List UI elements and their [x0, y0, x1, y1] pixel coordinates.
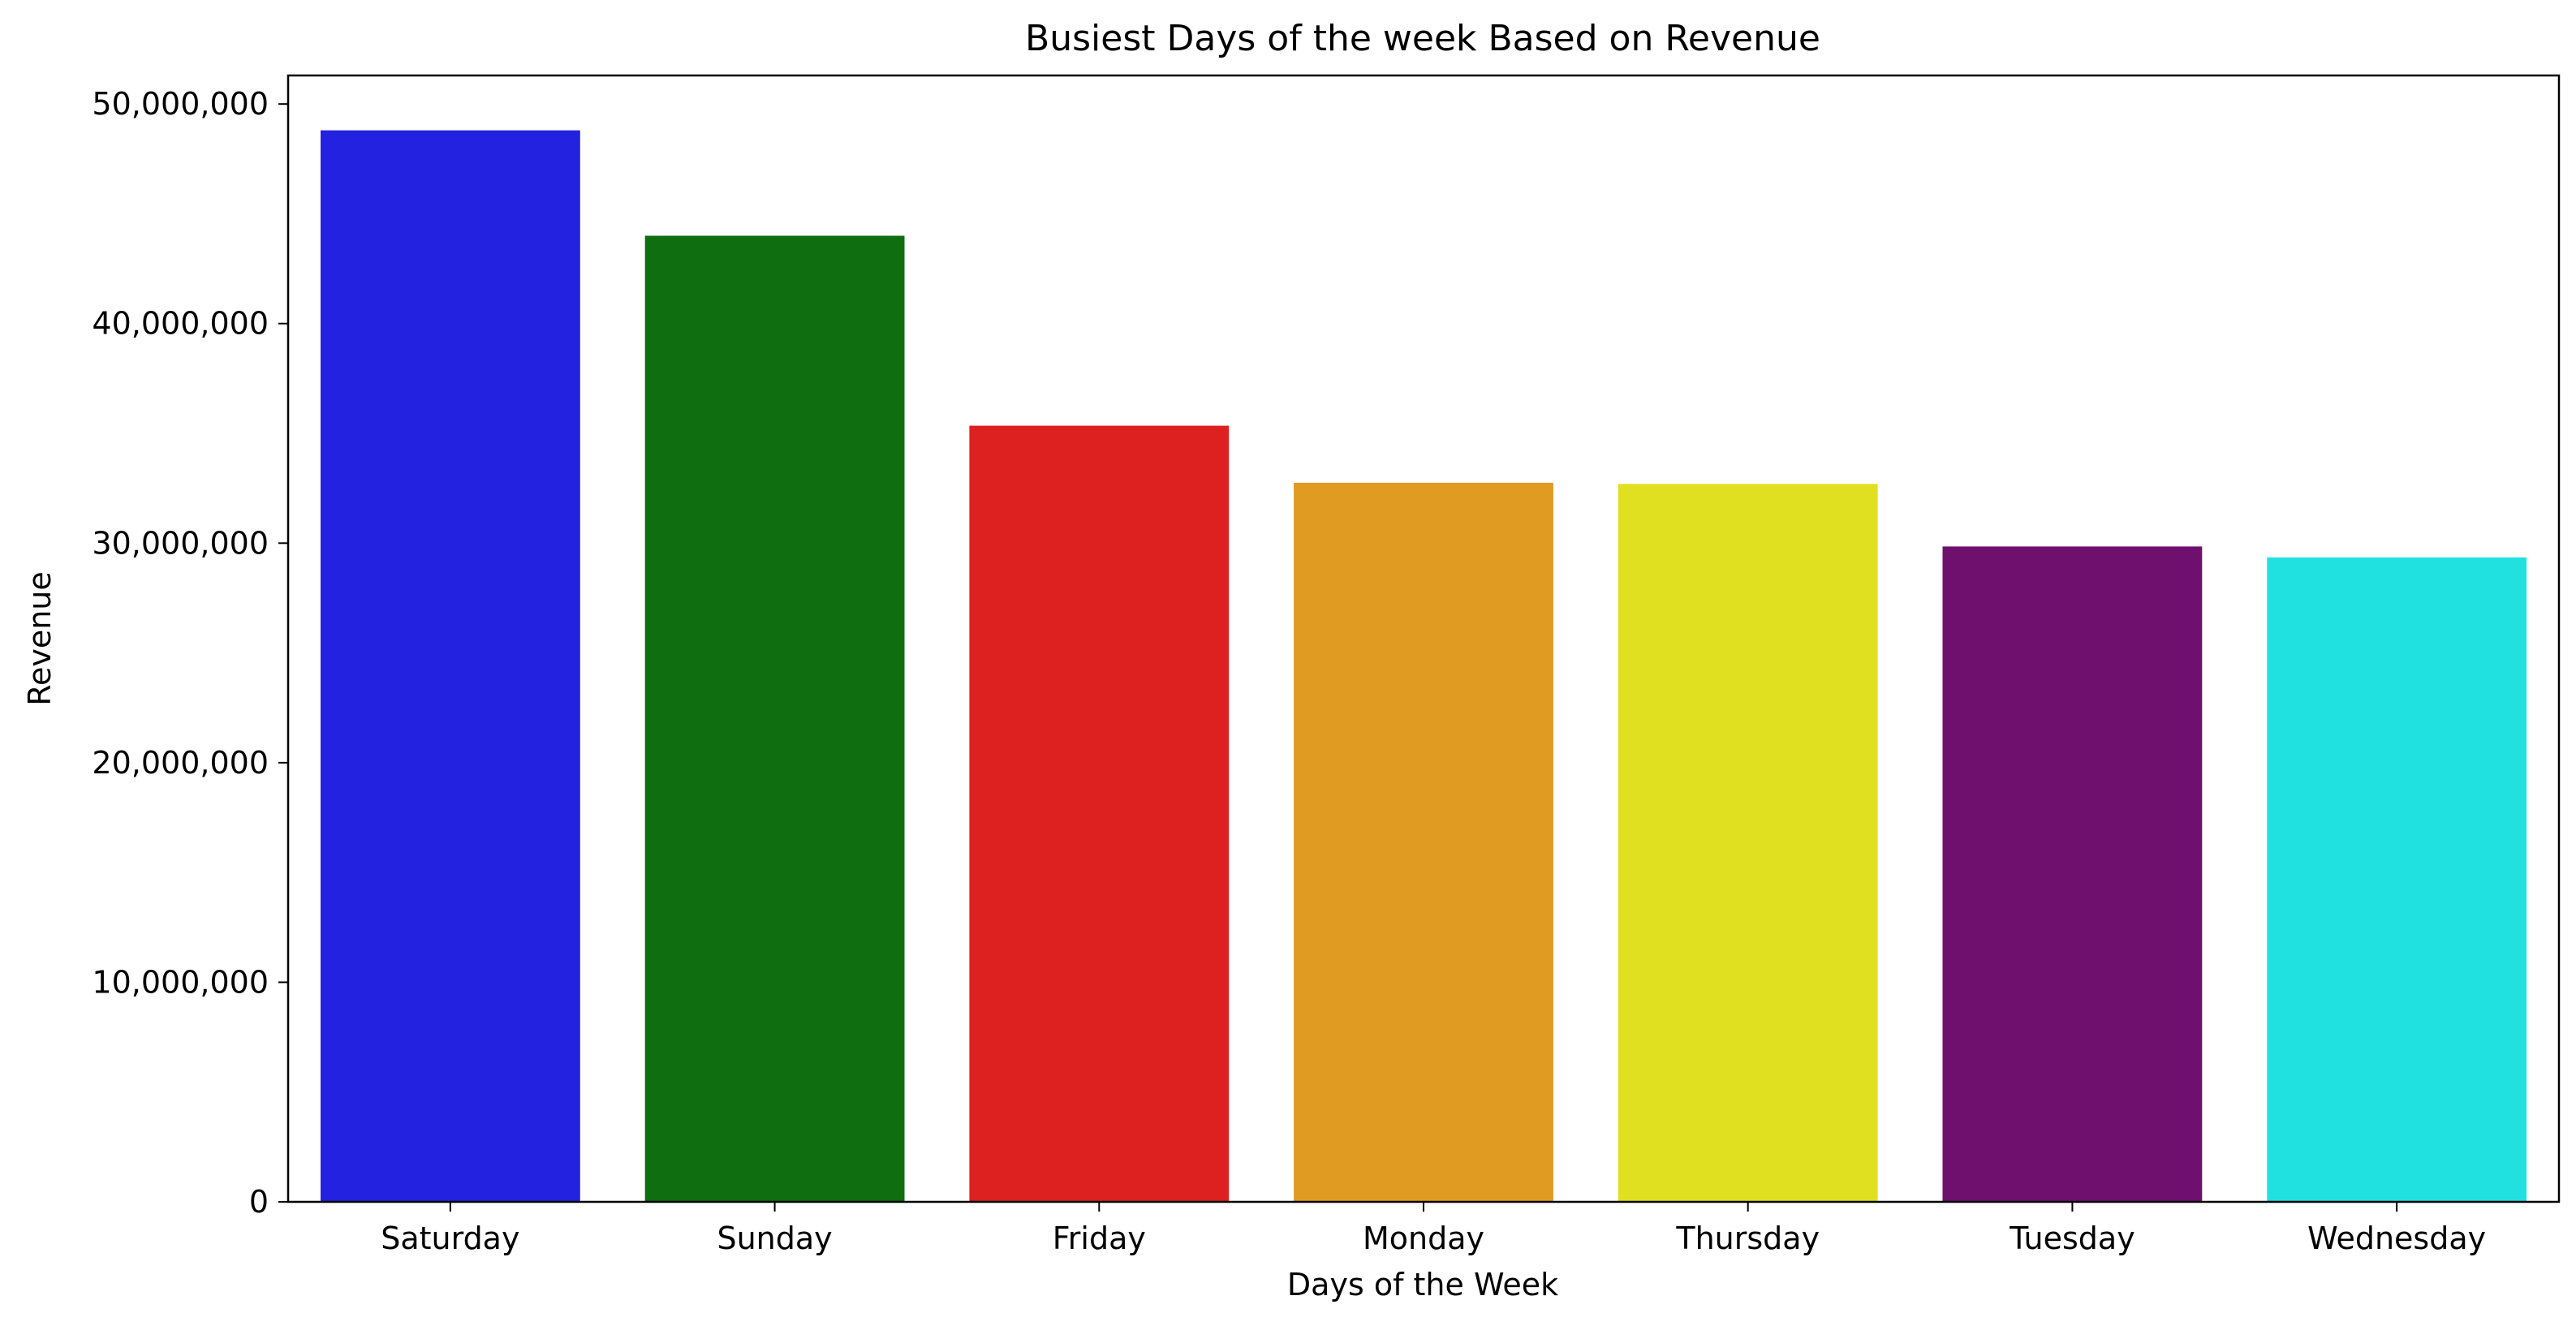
x-axis-label: Days of the Week: [1287, 1267, 1558, 1302]
y-tick-label: 30,000,000: [92, 525, 269, 561]
bar-friday: [969, 425, 1230, 1202]
y-tick-label: 40,000,000: [92, 306, 269, 342]
y-tick-label: 20,000,000: [92, 745, 269, 781]
bar-monday: [1294, 482, 1553, 1202]
y-tick-label: 0: [249, 1184, 269, 1220]
bar-thursday: [1618, 484, 1878, 1202]
bar-tuesday: [1942, 546, 2203, 1202]
x-tick-label: Wednesday: [2307, 1221, 2486, 1256]
x-tick-label: Tuesday: [2009, 1221, 2135, 1256]
bar-saturday: [321, 130, 580, 1203]
bars-group: [321, 130, 2527, 1203]
y-axis-label: Revenue: [22, 571, 58, 706]
x-tick-label: Monday: [1363, 1221, 1484, 1256]
x-tick-label: Saturday: [381, 1221, 519, 1256]
x-tick-label: Sunday: [717, 1221, 832, 1256]
chart-title: Busiest Days of the week Based on Revenu…: [1025, 18, 1820, 59]
y-tick-label: 50,000,000: [92, 86, 269, 122]
y-tick-label: 10,000,000: [92, 964, 269, 1000]
plot-frame: [286, 74, 2561, 1203]
bar-sunday: [644, 235, 905, 1202]
x-tick-label: Thursday: [1675, 1221, 1820, 1256]
y-axis: 0 10,000,000 20,000,000 30,000,000 40,000,00…: [92, 86, 288, 1220]
x-axis: Saturday Sunday Friday Monday Thursday Tuesda…: [381, 1202, 2486, 1256]
bar-wednesday: [2267, 557, 2527, 1202]
x-tick-label: Friday: [1053, 1221, 1146, 1256]
